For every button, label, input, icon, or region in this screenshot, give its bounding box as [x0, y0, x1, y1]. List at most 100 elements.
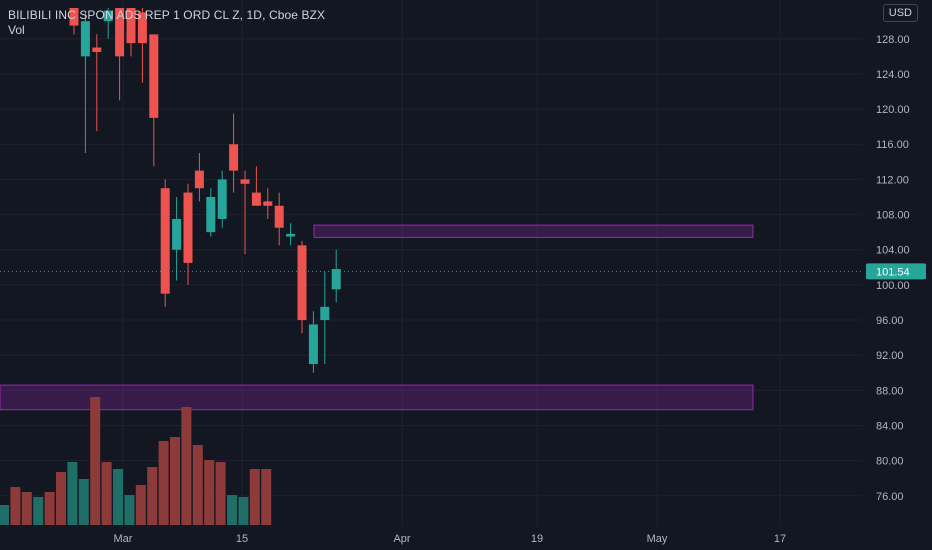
last-price-line: 101.54 [0, 263, 926, 280]
candle-body [297, 245, 307, 321]
candle-body [229, 144, 239, 171]
candle [251, 166, 261, 206]
candle-body [308, 324, 318, 364]
zone-box [313, 224, 754, 238]
zone-box [0, 384, 754, 411]
volume-bar [33, 497, 44, 525]
volume-bar [261, 469, 272, 525]
volume-bar [67, 462, 78, 525]
candle [69, 8, 79, 35]
volume-bar [192, 445, 203, 525]
candle-body [126, 8, 136, 44]
volume-bar [170, 437, 180, 525]
time-tick-label: May [647, 533, 668, 545]
candle [297, 240, 307, 334]
volume-bar [147, 467, 158, 525]
volume-bar [56, 472, 66, 525]
volume-bars [0, 397, 272, 525]
time-tick-label: 17 [774, 533, 786, 545]
candle-body [274, 205, 284, 228]
candle-body [217, 179, 227, 219]
candle [194, 153, 204, 202]
volume-bar [101, 462, 112, 525]
candle-body [92, 47, 102, 52]
last-price-label: 101.54 [876, 266, 910, 278]
candles [69, 8, 341, 373]
price-tick-label: 120.00 [876, 104, 910, 116]
candle [263, 188, 273, 219]
candle-body [103, 10, 113, 22]
candle [115, 8, 125, 101]
candle-body [183, 192, 193, 263]
volume-bar [10, 487, 21, 525]
candle-body [115, 8, 125, 57]
candle-body [137, 12, 147, 44]
candle-body [80, 21, 90, 57]
candle-body [331, 269, 341, 290]
candle-body [149, 34, 159, 118]
price-tick-label: 92.00 [876, 350, 904, 362]
candle [320, 271, 330, 364]
price-tick-label: 108.00 [876, 210, 910, 222]
candle [217, 170, 227, 228]
price-tick-label: 88.00 [876, 385, 904, 397]
volume-bar [204, 460, 215, 525]
candle [137, 8, 147, 83]
price-tick-label: 84.00 [876, 421, 904, 433]
volume-bar [215, 462, 226, 525]
price-tick-label: 104.00 [876, 245, 910, 257]
price-tick-label: 116.00 [876, 139, 909, 151]
candle-body [263, 201, 273, 206]
candle [286, 223, 296, 246]
symbol-title: BILIBILI INC SPON ADS REP 1 ORD CL Z, 1D… [8, 8, 326, 22]
candle-body [251, 192, 261, 206]
time-tick-label: Mar [114, 533, 133, 545]
candle [183, 183, 193, 285]
candle-body [320, 306, 330, 321]
candle [160, 179, 170, 307]
candle-body [206, 196, 216, 233]
candle [229, 113, 239, 193]
volume-bar [227, 495, 237, 525]
candle [206, 188, 216, 237]
candle [240, 170, 250, 255]
candle [274, 192, 284, 246]
volume-bar [0, 505, 9, 525]
candle-body [69, 8, 79, 26]
volume-bar [238, 497, 249, 525]
volume-legend: Vol [8, 23, 25, 37]
volume-bar [21, 492, 32, 525]
price-tick-label: 128.00 [876, 34, 910, 46]
candle [126, 8, 136, 57]
time-tick-label: 19 [531, 533, 543, 545]
price-tick-label: 76.00 [876, 491, 904, 503]
price-tick-label: 100.00 [876, 280, 910, 292]
volume-bar [181, 407, 192, 525]
time-tick-label: 15 [236, 533, 248, 545]
currency-button[interactable]: USD [882, 4, 918, 22]
candle [308, 311, 318, 373]
candle-body [240, 179, 250, 184]
price-axis[interactable]: 128.00 124.00 120.00 116.00 112.00 108.00 104.… [876, 34, 910, 503]
time-tick-label: Apr [393, 533, 410, 545]
candle [92, 34, 102, 132]
candle-body [194, 170, 204, 189]
volume-bar [78, 479, 89, 525]
price-tick-label: 80.00 [876, 456, 904, 468]
volume-bar [158, 441, 169, 525]
supply-demand-zones [0, 224, 754, 411]
grid [0, 0, 862, 527]
candle [80, 12, 90, 154]
volume-bar [124, 495, 135, 525]
volume-bar [90, 397, 101, 525]
volume-bar [135, 485, 146, 525]
candle [103, 8, 113, 39]
candle [172, 196, 182, 281]
price-tick-label: 124.00 [876, 69, 910, 81]
volume-bar [249, 469, 260, 525]
time-axis[interactable]: Mar 15 Apr 19 May 17 [114, 533, 787, 545]
volume-bar [44, 492, 55, 525]
